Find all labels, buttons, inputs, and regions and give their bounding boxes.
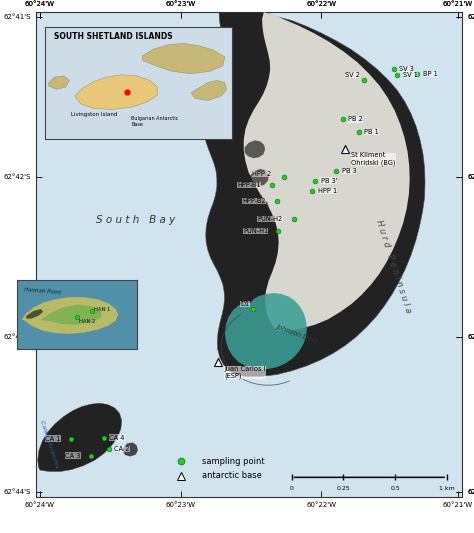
Text: PB 3: PB 3 xyxy=(342,168,356,174)
Text: PUN-H2: PUN-H2 xyxy=(257,216,283,222)
Polygon shape xyxy=(142,44,225,74)
Polygon shape xyxy=(245,140,265,158)
Polygon shape xyxy=(255,226,271,239)
Text: 1 km: 1 km xyxy=(439,486,455,491)
Text: PB 3': PB 3' xyxy=(320,177,337,183)
Polygon shape xyxy=(21,297,118,334)
Text: SV 2: SV 2 xyxy=(345,72,360,78)
Text: BP 1: BP 1 xyxy=(423,71,438,77)
Polygon shape xyxy=(75,75,157,109)
Text: HPP 2: HPP 2 xyxy=(252,171,271,177)
Text: St Kliment
Ohridski (BG): St Kliment Ohridski (BG) xyxy=(351,152,396,166)
Text: Caleta Arrecifes: Caleta Arrecifes xyxy=(39,420,59,469)
Text: SOUTH SHETLAND ISLANDS: SOUTH SHETLAND ISLANDS xyxy=(55,32,173,41)
Text: PB 2: PB 2 xyxy=(348,116,363,123)
Text: HAN 2: HAN 2 xyxy=(80,319,96,324)
Text: PB 1: PB 1 xyxy=(365,129,379,135)
Text: 0.25: 0.25 xyxy=(337,486,350,491)
Text: PUN-H1: PUN-H1 xyxy=(243,228,268,234)
Text: sampling point: sampling point xyxy=(202,457,264,466)
Text: Livingston Island: Livingston Island xyxy=(71,112,118,117)
Polygon shape xyxy=(244,12,410,331)
Polygon shape xyxy=(37,403,122,472)
Polygon shape xyxy=(202,12,425,376)
Text: HPP 1: HPP 1 xyxy=(318,188,337,194)
Text: 0: 0 xyxy=(290,486,293,491)
Polygon shape xyxy=(225,293,307,369)
Text: CA 3: CA 3 xyxy=(65,453,81,458)
Text: HPP-B2: HPP-B2 xyxy=(242,198,265,204)
Polygon shape xyxy=(123,442,138,456)
Text: Johnson Dock: Johnson Dock xyxy=(275,324,319,345)
Text: D1: D1 xyxy=(240,301,249,306)
Polygon shape xyxy=(191,80,227,101)
Text: Bulgarian Antarctic
Base: Bulgarian Antarctic Base xyxy=(131,116,178,127)
Text: antarctic base: antarctic base xyxy=(202,471,262,480)
Text: CA 2: CA 2 xyxy=(114,446,130,452)
Text: HAN 1: HAN 1 xyxy=(94,307,110,312)
Text: H u r d   P e n i n s u l a: H u r d P e n i n s u l a xyxy=(374,219,413,314)
Text: SV 3: SV 3 xyxy=(400,66,414,72)
Text: Juan Carlos I
(ESP): Juan Carlos I (ESP) xyxy=(224,366,265,379)
Text: SV 1: SV 1 xyxy=(403,72,418,78)
Text: S o u t h   B a y: S o u t h B a y xyxy=(96,215,175,225)
Polygon shape xyxy=(41,305,101,325)
Polygon shape xyxy=(49,76,69,90)
Text: CA 1: CA 1 xyxy=(46,435,61,441)
Polygon shape xyxy=(248,169,269,187)
Text: HPP-B1: HPP-B1 xyxy=(237,182,261,188)
Polygon shape xyxy=(252,199,269,213)
Polygon shape xyxy=(26,309,43,319)
Text: Hannah Point: Hannah Point xyxy=(24,287,61,295)
Text: 0.5: 0.5 xyxy=(391,486,400,491)
Text: CA 4: CA 4 xyxy=(109,434,125,441)
